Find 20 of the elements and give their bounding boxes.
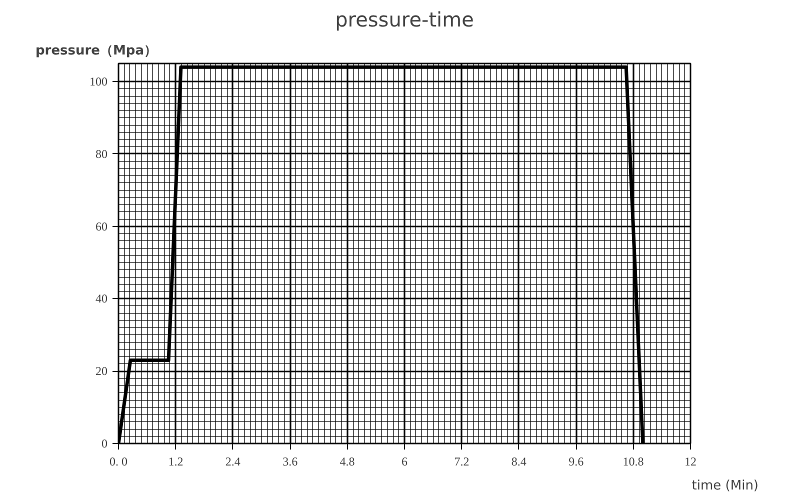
x-tick-label: 12 — [684, 454, 696, 468]
x-tick-label: 3.6 — [282, 454, 298, 468]
x-tick-label: 4.8 — [340, 454, 355, 468]
x-tick-label: 9.6 — [568, 454, 584, 468]
y-tick-label: 60 — [96, 219, 108, 234]
y-tick-label: 80 — [96, 146, 108, 161]
x-tick-label: 2.4 — [225, 454, 240, 468]
y-tick-label: 20 — [96, 364, 108, 378]
x-tick-label: 10.8 — [622, 454, 644, 468]
chart-title: pressure-time — [335, 8, 474, 32]
x-axis-title: time (Min) — [692, 478, 759, 494]
x-tick-label: 0. 0 — [110, 454, 128, 468]
y-axis-title: pressure（Mpa） — [36, 44, 158, 58]
x-tick-label: 7.2 — [454, 454, 470, 468]
x-tick-label: 6 — [402, 454, 408, 468]
y-tick-label: 40 — [96, 292, 108, 306]
x-tick-label: 1.2 — [168, 454, 184, 468]
y-tick-label: 100 — [90, 74, 108, 89]
y-tick-label: 0 — [102, 436, 108, 450]
x-tick-label: 8.4 — [511, 454, 526, 468]
